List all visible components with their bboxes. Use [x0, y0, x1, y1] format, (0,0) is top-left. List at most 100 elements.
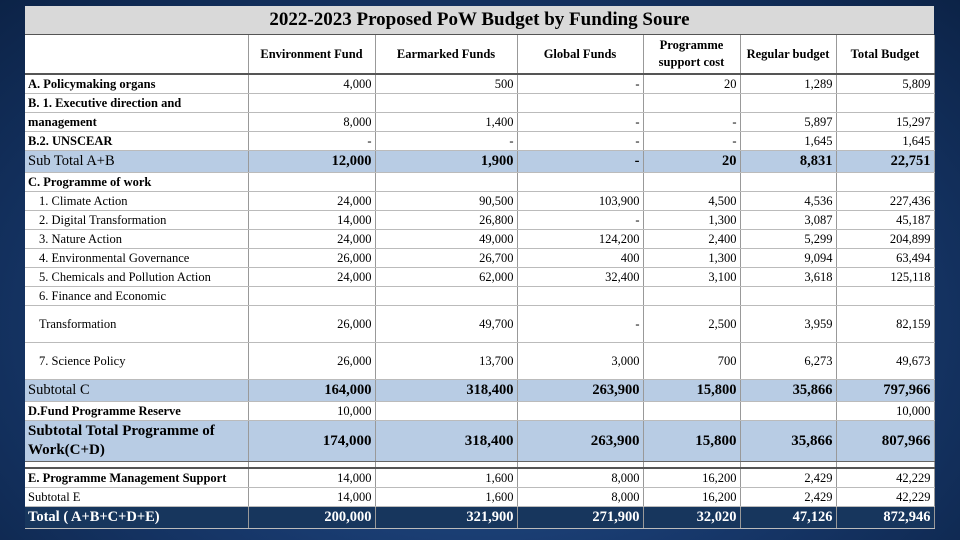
value-cell: -	[643, 112, 741, 132]
value-cell: 271,900	[517, 506, 644, 529]
value-cell: 15,800	[643, 379, 741, 402]
value-cell: 12,000	[248, 150, 376, 173]
value-cell	[248, 286, 376, 306]
value-cell	[836, 172, 935, 192]
value-cell: 24,000	[248, 229, 376, 249]
value-cell: 3,000	[517, 342, 644, 380]
value-cell: 10,000	[248, 401, 376, 421]
budget-slide: 2022-2023 Proposed PoW Budget by Funding…	[25, 6, 935, 529]
value-cell: 103,900	[517, 191, 644, 211]
row-label: A. Policymaking organs	[25, 74, 249, 94]
value-cell: 62,000	[375, 267, 518, 287]
value-cell: 2,429	[740, 487, 837, 507]
value-cell: 5,897	[740, 112, 837, 132]
value-cell	[740, 93, 837, 113]
value-cell: 1,645	[740, 131, 837, 151]
value-cell	[643, 401, 741, 421]
value-cell: 5,809	[836, 74, 935, 94]
value-cell: 227,436	[836, 191, 935, 211]
value-cell: 15,800	[643, 420, 741, 462]
value-cell: 204,899	[836, 229, 935, 249]
value-cell: -	[517, 210, 644, 230]
value-cell	[248, 172, 376, 192]
table-header-row: Environment Fund Earmarked Funds Global …	[25, 35, 935, 75]
table-row: Total ( A+B+C+D+E) 200,000 321,900 271,900 3…	[25, 506, 935, 529]
value-cell: 8,831	[740, 150, 837, 173]
value-cell: 4,000	[248, 74, 376, 94]
value-cell: 2,400	[643, 229, 741, 249]
row-label: 7. Science Policy	[25, 342, 249, 380]
value-cell: 13,700	[375, 342, 518, 380]
value-cell	[740, 172, 837, 192]
value-cell: 42,229	[836, 487, 935, 507]
row-label: Subtotal E	[25, 487, 249, 507]
value-cell: 3,087	[740, 210, 837, 230]
value-cell: 49,700	[375, 305, 518, 343]
value-cell: 14,000	[248, 468, 376, 488]
row-label: 1. Climate Action	[25, 191, 249, 211]
table-row: 6. Finance and Economic	[25, 286, 935, 306]
value-cell: -	[517, 112, 644, 132]
value-cell: 807,966	[836, 420, 935, 462]
row-label: Subtotal Total Programme of Work(C+D)	[25, 420, 249, 462]
value-cell: 90,500	[375, 191, 518, 211]
value-cell: 8,000	[517, 468, 644, 488]
header-cell: Programme support cost	[643, 35, 741, 75]
header-cell	[25, 35, 249, 75]
value-cell: 1,300	[643, 210, 741, 230]
value-cell: 26,000	[248, 342, 376, 380]
table-row: 2. Digital Transformation 14,000 26,800-1,…	[25, 210, 935, 230]
value-cell	[740, 401, 837, 421]
value-cell: 174,000	[248, 420, 376, 462]
value-cell: 872,946	[836, 506, 935, 529]
value-cell	[517, 401, 644, 421]
table-row: Subtotal C 164,000 318,400 263,900 15,800 35,…	[25, 379, 935, 402]
value-cell: 14,000	[248, 487, 376, 507]
value-cell	[517, 93, 644, 113]
value-cell: 263,900	[517, 420, 644, 462]
table-row: management 8,000 1,400- -5,897 15,297	[25, 112, 935, 132]
value-cell	[740, 286, 837, 306]
value-cell	[248, 93, 376, 113]
value-cell: -	[375, 131, 518, 151]
value-cell: 15,297	[836, 112, 935, 132]
value-cell: 14,000	[248, 210, 376, 230]
table-row: B. 1. Executive direction and	[25, 93, 935, 113]
value-cell: 1,900	[375, 150, 518, 173]
value-cell: 4,536	[740, 191, 837, 211]
header-cell: Environment Fund	[248, 35, 376, 75]
value-cell: 63,494	[836, 248, 935, 268]
value-cell: -	[517, 150, 644, 173]
value-cell: -	[248, 131, 376, 151]
table-row: 7. Science Policy 26,000 13,700 3,000 700 6,2…	[25, 342, 935, 380]
value-cell	[643, 93, 741, 113]
value-cell: 2,500	[643, 305, 741, 343]
value-cell: 9,094	[740, 248, 837, 268]
value-cell	[643, 172, 741, 192]
header-cell: Total Budget	[836, 35, 935, 75]
row-label: Subtotal C	[25, 379, 249, 402]
value-cell: -	[517, 305, 644, 343]
table-row: D.Fund Programme Reserve 10,000 10,000	[25, 401, 935, 421]
value-cell	[375, 93, 518, 113]
row-label: B.2. UNSCEAR	[25, 131, 249, 151]
value-cell: 318,400	[375, 379, 518, 402]
value-cell: 35,866	[740, 379, 837, 402]
value-cell: 3,959	[740, 305, 837, 343]
value-cell: 26,800	[375, 210, 518, 230]
value-cell: 8,000	[248, 112, 376, 132]
table-row: Subtotal Total Programme of Work(C+D) 174…	[25, 420, 935, 462]
value-cell	[375, 401, 518, 421]
row-label: 5. Chemicals and Pollution Action	[25, 267, 249, 287]
value-cell: 400	[517, 248, 644, 268]
value-cell: 47,126	[740, 506, 837, 529]
value-cell: 10,000	[836, 401, 935, 421]
row-label: D.Fund Programme Reserve	[25, 401, 249, 421]
value-cell: 42,229	[836, 468, 935, 488]
value-cell: 49,673	[836, 342, 935, 380]
value-cell: 16,200	[643, 468, 741, 488]
row-label: 2. Digital Transformation	[25, 210, 249, 230]
value-cell: 318,400	[375, 420, 518, 462]
value-cell: 82,159	[836, 305, 935, 343]
row-label: management	[25, 112, 249, 132]
